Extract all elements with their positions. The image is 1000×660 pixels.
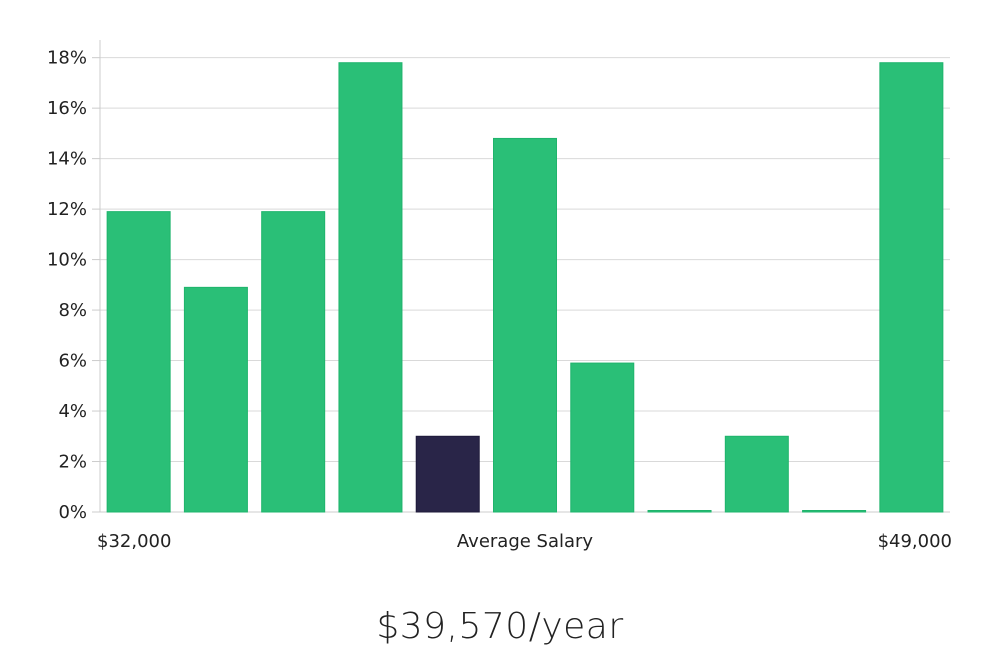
salary-histogram: 0% 2% 4% 6% 8% 10% 12% 14% 16% 18% $32,000 Averag… (47, 40, 952, 552)
bar (570, 362, 635, 513)
bar (493, 137, 557, 513)
average-salary-value: $39,570/year (376, 606, 624, 647)
y-tick-label: 0% (58, 502, 87, 523)
bar (879, 62, 944, 513)
bar (261, 211, 326, 513)
y-tick-label: 8% (58, 300, 87, 321)
x-start-label: $32,000 (97, 531, 171, 552)
y-tick-label: 18% (47, 48, 87, 69)
bar-highlighted (415, 435, 480, 513)
y-tick-label: 2% (58, 452, 87, 473)
y-tick-label: 12% (47, 199, 87, 220)
y-tick-label: 6% (58, 351, 87, 372)
bar (338, 62, 403, 513)
x-end-label: $49,000 (878, 531, 952, 552)
y-tick-label: 4% (58, 401, 87, 422)
y-tick-label: 10% (47, 250, 87, 271)
y-tick-label: 16% (47, 98, 87, 119)
x-center-label: Average Salary (457, 531, 594, 552)
y-tick-label: 14% (47, 149, 87, 170)
bar (724, 435, 789, 513)
bar (802, 510, 867, 513)
y-tick-labels: 0% 2% 4% 6% 8% 10% 12% 14% 16% 18% (47, 48, 87, 523)
bar (647, 510, 712, 513)
bars (106, 62, 944, 513)
bar (183, 286, 248, 513)
x-axis-labels: $32,000 Average Salary $49,000 (97, 531, 952, 552)
bar (106, 211, 171, 513)
